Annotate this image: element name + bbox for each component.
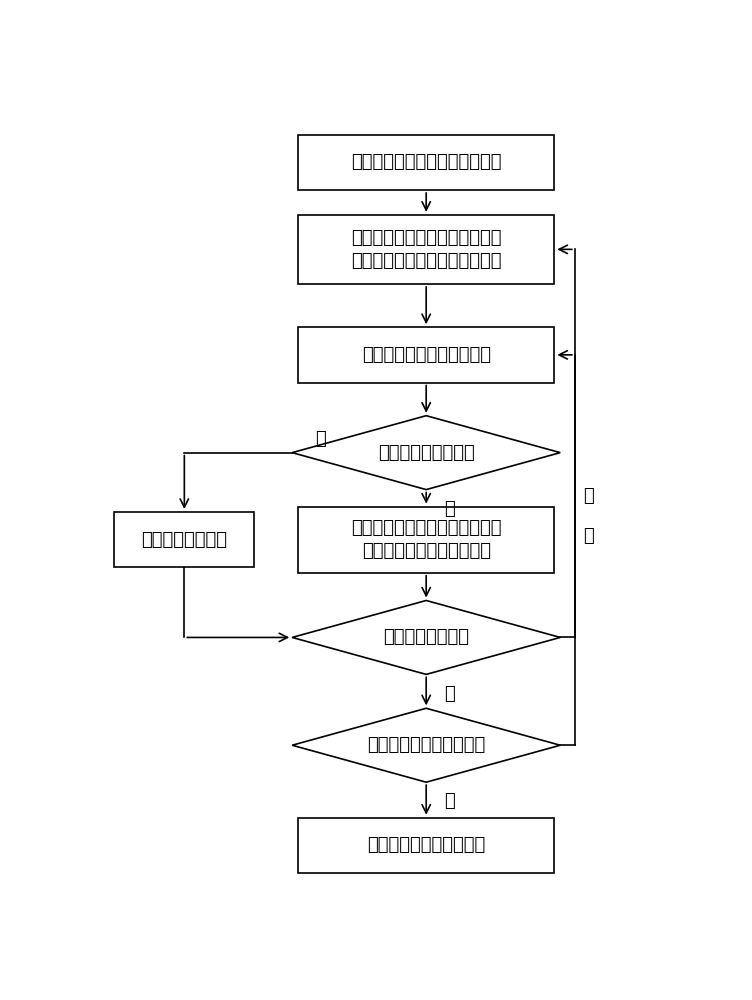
- Bar: [298, 507, 554, 573]
- Text: 是: 是: [584, 527, 594, 545]
- Text: 否: 否: [316, 430, 326, 448]
- Bar: [114, 512, 254, 567]
- Text: 否: 否: [444, 685, 454, 703]
- Text: 丢弃该相邻子窗口: 丢弃该相邻子窗口: [141, 531, 227, 549]
- Text: 将所有平面子窗口标记为未分割: 将所有平面子窗口标记为未分割: [351, 153, 502, 171]
- Text: 将种子窗口与相邻子窗口合并，
将相邻子窗口标记为已分割: 将种子窗口与相邻子窗口合并， 将相邻子窗口标记为已分割: [351, 519, 502, 560]
- Text: 是: 是: [444, 500, 454, 518]
- Text: 有其它相邻子窗口: 有其它相邻子窗口: [384, 628, 469, 646]
- Text: 否: 否: [444, 792, 454, 810]
- Polygon shape: [293, 416, 560, 490]
- Bar: [298, 215, 554, 284]
- Bar: [298, 818, 554, 873]
- Text: 得到一个或多个待定平面: 得到一个或多个待定平面: [367, 836, 485, 854]
- Bar: [298, 327, 554, 383]
- Polygon shape: [293, 708, 560, 782]
- Text: 选择平面度最优的未分割平面子
窗口为种子窗口，标记为已分割: 选择平面度最优的未分割平面子 窗口为种子窗口，标记为已分割: [351, 229, 502, 270]
- Text: 有其它未分割平面子窗口: 有其它未分割平面子窗口: [367, 736, 485, 754]
- Bar: [298, 135, 554, 190]
- Text: 是否满足同平面标准: 是否满足同平面标准: [378, 444, 475, 462]
- Polygon shape: [293, 600, 560, 674]
- Text: 选择种子窗口的相邻子窗口: 选择种子窗口的相邻子窗口: [362, 346, 491, 364]
- Text: 是: 是: [584, 487, 594, 505]
